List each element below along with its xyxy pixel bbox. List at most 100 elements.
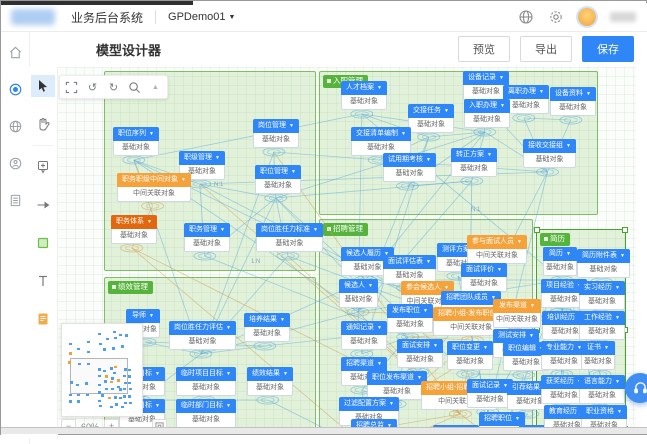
model-node[interactable]: 面试评价▼基础对象 xyxy=(461,263,507,292)
node-title[interactable]: 实习经历▼ xyxy=(579,281,625,295)
node-title[interactable]: 招聘职位▼ xyxy=(479,412,525,426)
node-dropdown-icon[interactable]: ▼ xyxy=(220,227,225,233)
node-title[interactable]: 职务管理▼ xyxy=(184,223,230,237)
node-dropdown-icon[interactable]: ▼ xyxy=(389,401,394,407)
node-dropdown-icon[interactable]: ▼ xyxy=(377,85,382,91)
collapse-toolbar-icon[interactable]: ▲ xyxy=(149,81,162,94)
node-title[interactable]: 职位变更▼ xyxy=(447,341,493,355)
node-dropdown-icon[interactable]: ▼ xyxy=(615,285,620,291)
add-group-tool[interactable] xyxy=(31,232,55,254)
model-node[interactable]: 职务管理▼基础对象 xyxy=(184,223,230,252)
model-node[interactable]: 发布渠道▼中间关联对象 xyxy=(493,299,541,328)
globe-nav-icon[interactable] xyxy=(8,119,23,134)
model-node[interactable]: 临时部门目标▼基础对象 xyxy=(176,399,236,428)
node-title[interactable]: 职位发布渠道▼ xyxy=(367,371,427,385)
node-dropdown-icon[interactable]: ▼ xyxy=(401,131,406,137)
node-dropdown-icon[interactable]: ▼ xyxy=(149,313,154,319)
model-node[interactable]: 实习经历▼基础对象 xyxy=(579,281,625,310)
model-node[interactable]: 简历附件表▼基础对象 xyxy=(577,249,630,278)
node-title[interactable]: 岗位管理▼ xyxy=(253,119,299,133)
node-title[interactable]: 交接清单编制▼ xyxy=(351,127,411,141)
node-dropdown-icon[interactable]: ▼ xyxy=(377,361,382,367)
node-dropdown-icon[interactable]: ▼ xyxy=(617,409,622,415)
node-title[interactable]: 候选人▼ xyxy=(339,279,378,293)
model-node[interactable]: 交接任务▼基础对象 xyxy=(408,104,454,133)
model-node[interactable]: 人才档案▼基础对象 xyxy=(341,81,387,110)
node-dropdown-icon[interactable]: ▼ xyxy=(433,343,438,349)
model-node[interactable]: 设备资料▼基础对象 xyxy=(550,87,596,116)
node-title[interactable]: 招聘渠道▼ xyxy=(341,357,387,371)
node-title[interactable]: 简历▼ xyxy=(543,247,577,261)
zoom-search-icon[interactable] xyxy=(128,81,141,94)
model-node[interactable]: 职务职级中间对象▼中间关联对象 xyxy=(117,173,191,202)
model-node[interactable]: 职位变更▼基础对象 xyxy=(447,341,493,370)
model-node[interactable]: 简历▼基础对象 xyxy=(543,247,577,276)
node-dropdown-icon[interactable]: ▼ xyxy=(530,303,535,309)
model-node[interactable]: 参与面试人员▼中间关联对象 xyxy=(467,235,527,264)
node-dropdown-icon[interactable]: ▼ xyxy=(615,379,620,385)
model-designer-icon[interactable] xyxy=(8,82,23,97)
undo-icon[interactable]: ↺ xyxy=(86,81,99,94)
node-title[interactable]: 测试安排▼ xyxy=(493,329,539,343)
model-node[interactable]: 面试评估表▼基础对象 xyxy=(383,255,436,284)
node-title[interactable]: 岗位胜任力评估▼ xyxy=(169,321,236,335)
node-title[interactable]: 培养结果▼ xyxy=(244,313,290,327)
node-title[interactable]: 离职办理▼ xyxy=(503,85,549,99)
node-title[interactable]: 发布渠道▼ xyxy=(493,299,541,313)
node-dropdown-icon[interactable]: ▼ xyxy=(226,325,231,331)
node-dropdown-icon[interactable]: ▼ xyxy=(566,251,571,257)
node-title[interactable]: 交接任务▼ xyxy=(408,104,454,118)
node-dropdown-icon[interactable]: ▼ xyxy=(423,308,428,314)
node-dropdown-icon[interactable]: ▼ xyxy=(499,75,504,81)
node-title[interactable]: 试用期考核▼ xyxy=(383,153,436,167)
model-node[interactable]: 接收交接组▼基础对象 xyxy=(523,139,576,168)
text-tool[interactable] xyxy=(31,270,55,292)
model-node[interactable]: 试用期考核▼基础对象 xyxy=(383,153,436,182)
model-node[interactable]: 职务体系▼基础对象 xyxy=(111,215,157,244)
model-node[interactable]: 临时项目目标▼基础对象 xyxy=(176,367,236,396)
model-node[interactable]: 语言能力▼基础对象 xyxy=(579,375,625,404)
node-dropdown-icon[interactable]: ▼ xyxy=(426,259,431,265)
project-selector[interactable]: GPDemo01 ▼ xyxy=(168,11,235,23)
node-title[interactable]: 招聘团队成员▼ xyxy=(441,291,501,305)
model-node[interactable]: 工作经验▼基础对象 xyxy=(579,311,625,340)
sticky-note-tool[interactable] xyxy=(31,308,55,330)
model-node[interactable]: 职位序列▼基础对象 xyxy=(113,127,159,156)
node-title[interactable]: 设备记录▼ xyxy=(463,71,509,85)
node-title[interactable]: 临时部门目标▼ xyxy=(176,399,236,413)
model-node[interactable]: 发布职位▼基础对象 xyxy=(387,304,433,333)
model-node[interactable]: 交接清单编制▼基础对象 xyxy=(351,127,411,156)
node-title[interactable]: 职务职级中间对象▼ xyxy=(117,173,191,187)
model-canvas[interactable]: 职务体系入职管理绩效管理招聘管理简历N:11:NN:11:NN:1N:1职位序列… xyxy=(57,67,636,430)
node-dropdown-icon[interactable]: ▼ xyxy=(539,89,544,95)
node-title[interactable]: 接收交接组▼ xyxy=(523,139,576,153)
node-title[interactable]: 临时项目目标▼ xyxy=(176,367,236,381)
node-dropdown-icon[interactable]: ▼ xyxy=(497,267,502,273)
node-dropdown-icon[interactable]: ▼ xyxy=(226,371,231,377)
export-button[interactable]: 导出 xyxy=(520,36,572,62)
model-node[interactable]: 证书▼基础对象 xyxy=(581,341,615,370)
model-node[interactable]: 岗位胜任力标准▼基础对象 xyxy=(256,223,323,252)
node-title[interactable]: 职位序列▼ xyxy=(113,127,159,141)
node-title[interactable]: 参与面试人员▼ xyxy=(467,235,527,249)
model-node[interactable]: 入职办理▼基础对象 xyxy=(464,99,510,128)
model-node[interactable]: 岗位管理▼基础对象 xyxy=(253,119,299,148)
node-dropdown-icon[interactable]: ▼ xyxy=(566,143,571,149)
model-node[interactable]: 职位管理▼基础对象 xyxy=(255,165,301,194)
redo-icon[interactable]: ↻ xyxy=(107,81,120,94)
node-title[interactable]: 职位管理▼ xyxy=(255,165,301,179)
globe-icon[interactable] xyxy=(518,9,534,25)
node-title[interactable]: 证书▼ xyxy=(581,341,615,355)
node-dropdown-icon[interactable]: ▼ xyxy=(515,416,520,422)
node-dropdown-icon[interactable]: ▼ xyxy=(215,155,220,161)
node-title[interactable]: 工作经验▼ xyxy=(579,311,625,325)
gear-icon[interactable] xyxy=(548,9,564,25)
minimap[interactable] xyxy=(61,323,143,417)
node-dropdown-icon[interactable]: ▼ xyxy=(426,157,431,163)
add-node-tool[interactable] xyxy=(31,156,55,178)
node-dropdown-icon[interactable]: ▼ xyxy=(444,108,449,114)
node-dropdown-icon[interactable]: ▼ xyxy=(620,253,625,259)
node-dropdown-icon[interactable]: ▼ xyxy=(289,123,294,129)
node-dropdown-icon[interactable]: ▼ xyxy=(155,403,160,409)
node-dropdown-icon[interactable]: ▼ xyxy=(529,333,534,339)
